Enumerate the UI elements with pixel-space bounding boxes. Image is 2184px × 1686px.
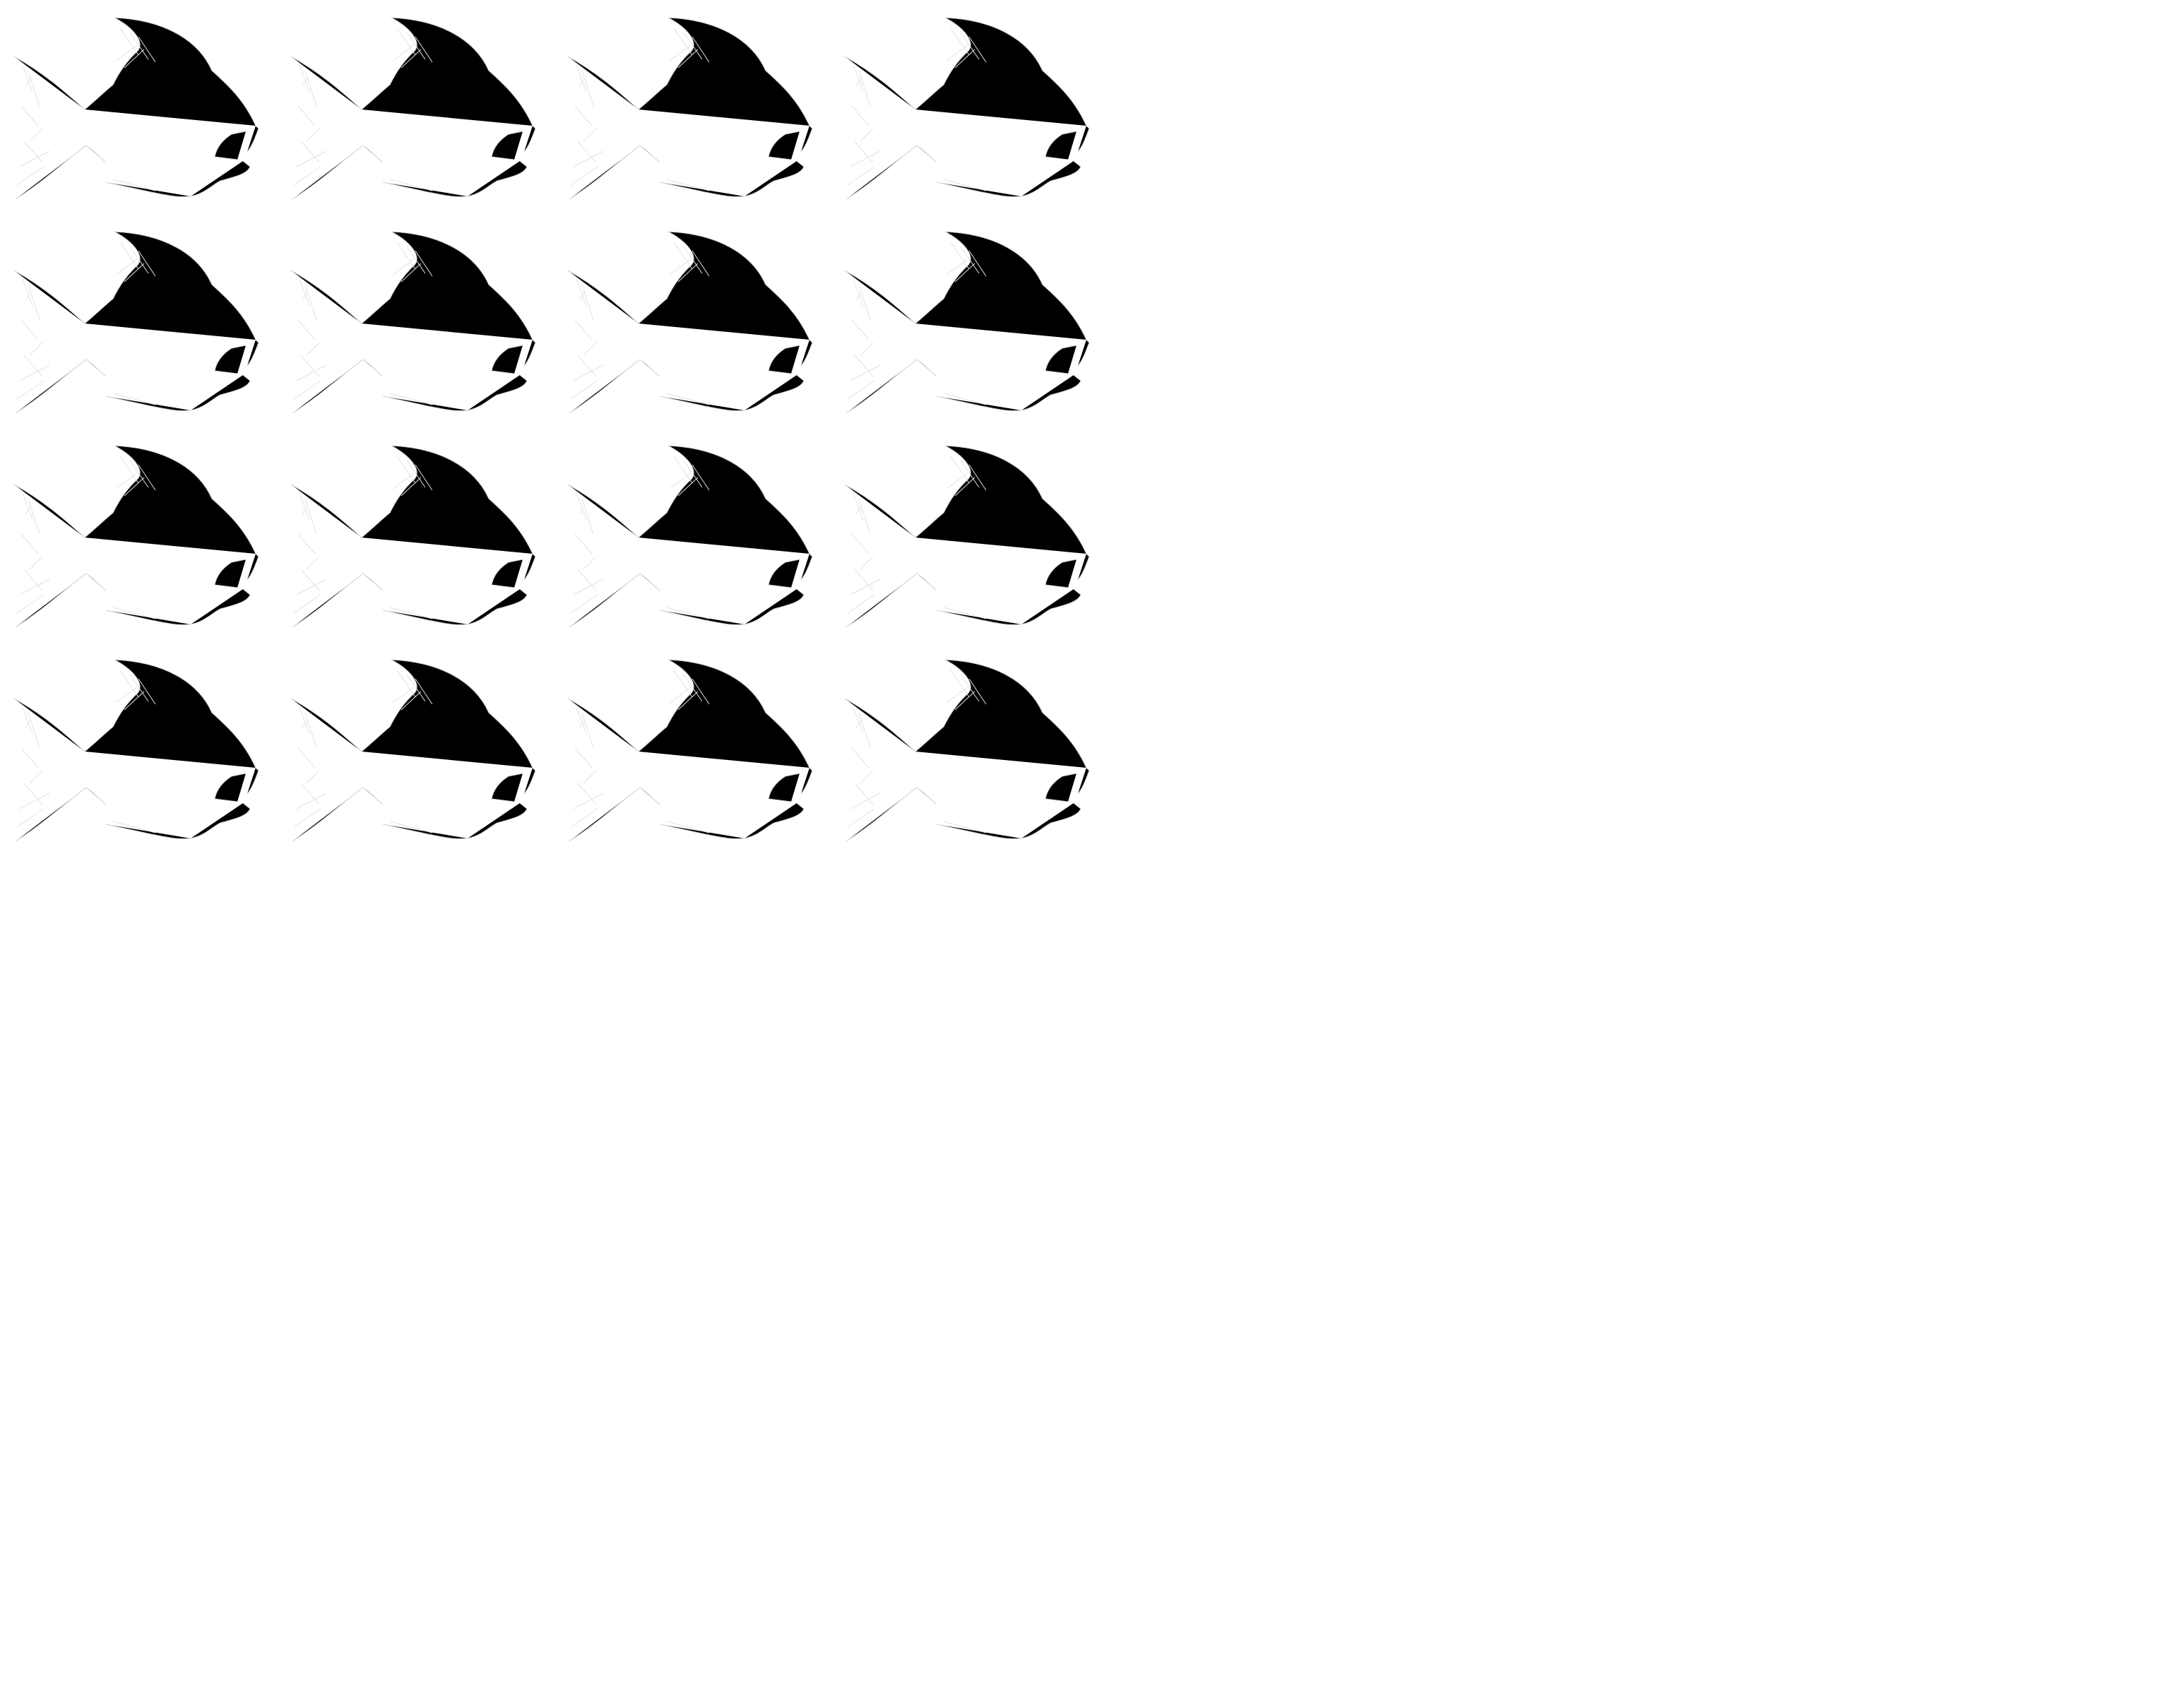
fish-outline-icon <box>844 17 1090 200</box>
fish-outline-icon <box>13 445 259 628</box>
fish-outline-icon <box>290 659 536 842</box>
fish-outline-icon <box>567 231 813 414</box>
fish-outline-icon <box>13 659 259 842</box>
fish-outline-icon <box>290 445 536 628</box>
fish-outline-icon <box>844 659 1090 842</box>
fish-outline-icon <box>567 17 813 200</box>
fish-outline-icon <box>290 17 536 200</box>
fish-outline-icon <box>13 231 259 414</box>
fish-outline-icon <box>844 231 1090 414</box>
fish-outline-icon <box>844 445 1090 628</box>
fish-outline-icon <box>567 659 813 842</box>
fish-outline-icon <box>567 445 813 628</box>
fish-outline-icon <box>290 231 536 414</box>
fish-outline-icon <box>13 17 259 200</box>
